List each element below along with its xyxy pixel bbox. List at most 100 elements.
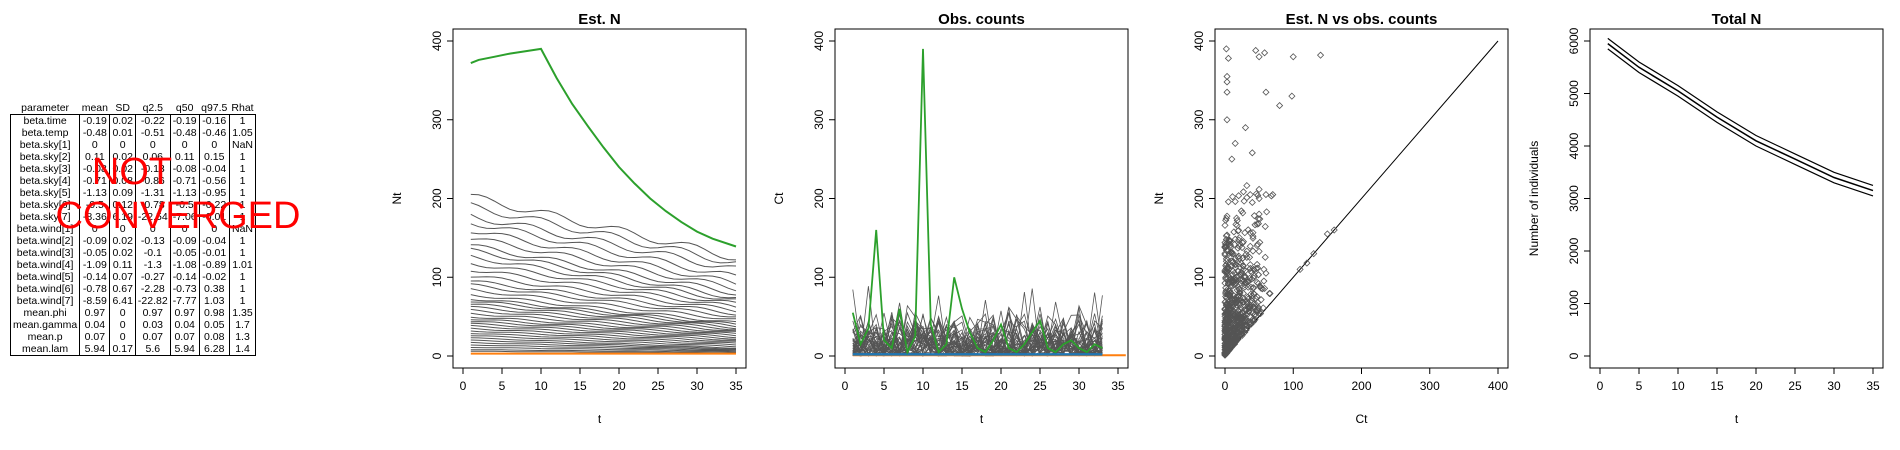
table-cell: 6.19 (109, 211, 136, 223)
grey-series-line (470, 254, 737, 300)
scatter-point (1263, 208, 1271, 216)
y-tick-label: 5000 (1567, 80, 1581, 107)
x-tick-label: 15 (573, 379, 587, 393)
scatter-point-outlier (1241, 124, 1250, 132)
table-cell: -0.08 (79, 163, 111, 175)
scatter-point (1254, 191, 1262, 199)
scatter-point (1235, 307, 1243, 315)
scatter-point (1221, 251, 1229, 259)
scatter-point (1242, 305, 1250, 313)
scatter-point-outlier (1248, 198, 1256, 207)
table-row: beta.time -0.19 0.02 -0.22 -0.19 -0.16 1 (9, 114, 257, 127)
scatter-point (1227, 319, 1235, 327)
grey-series-line (470, 344, 737, 351)
scatter-point (1241, 273, 1250, 281)
grey-series-line (470, 337, 737, 349)
table-cell: -0.04 (199, 163, 230, 175)
scatter-point (1260, 277, 1268, 285)
scatter-point (1266, 289, 1274, 298)
table-cell: 0.02 (109, 114, 136, 127)
y-tick-label: 0 (812, 352, 826, 359)
x-axis-label: t (598, 412, 602, 426)
x-tick-label: 10 (534, 379, 548, 393)
scatter-point (1244, 304, 1252, 312)
scatter-point-outlier (1262, 88, 1270, 96)
table-cell: -0.05 (79, 247, 111, 259)
grey-series-line (470, 213, 737, 268)
table-cell: 0 (135, 139, 171, 151)
scatter-point (1251, 221, 1259, 229)
table-header-cell: mean (81, 102, 108, 114)
x-tick-label: 0 (842, 379, 849, 393)
scatter-point (1248, 294, 1256, 302)
table-cell: beta.temp (9, 127, 81, 139)
table-cell: NaN (229, 223, 257, 235)
chart-panel-1: Est. N t Nt 0 5 10 15 20 25 30 35 0 100 200 300 400 (390, 11, 747, 426)
scatter-point (1239, 238, 1247, 246)
table-cell: 0.97 (135, 307, 171, 319)
table-row: beta.wind[5] -0.14 0.07 -0.27 -0.14 -0.02 1 (9, 271, 257, 283)
scatter-point (1222, 286, 1230, 295)
table-cell: -0.95 (199, 187, 230, 199)
y-tick-label: 300 (812, 109, 826, 129)
identity-line (1224, 40, 1499, 357)
plot-frame (834, 28, 1129, 369)
grey-series-line (470, 312, 737, 332)
grey-series-line (470, 276, 737, 313)
scatter-point (1221, 279, 1229, 287)
scatter-point (1226, 300, 1234, 308)
scatter-point (1221, 221, 1229, 229)
grey-series-line (470, 288, 736, 320)
table-cell: 0.08 (199, 331, 230, 343)
scatter-point (1241, 279, 1249, 287)
total-n-series-line (1607, 37, 1874, 186)
table-cell: 0 (199, 223, 230, 235)
scatter-point (1230, 240, 1239, 249)
x-tick-label: 20 (612, 379, 626, 393)
table-cell: -0.22 (199, 199, 230, 211)
y-tick-label: 400 (1192, 31, 1206, 51)
chart-title: Total N (1712, 11, 1762, 28)
y-tick-label: 300 (1192, 109, 1206, 129)
scatter-point (1246, 191, 1254, 199)
scatter-point (1233, 216, 1241, 225)
scatter-point (1237, 207, 1245, 215)
table-row: mean.gamma 0.04 0 0.03 0.04 0.05 1.7 (9, 319, 257, 331)
table-cell: 1 (229, 187, 257, 199)
scatter-point (1238, 321, 1246, 330)
scatter-point (1223, 268, 1231, 276)
scatter-point (1253, 260, 1261, 268)
scatter-point-outlier (1289, 53, 1297, 61)
table-row: mean.p 0.07 0 0.07 0.07 0.08 1.3 (9, 331, 257, 343)
scatter-point-outlier (1288, 92, 1296, 100)
chart-panel-2: Obs. counts t Ct 0 5 10 15 20 25 30 35 0 100 200 300 40… (772, 11, 1129, 426)
scatter-point (1228, 282, 1237, 290)
table-cell: 1 (229, 151, 257, 163)
scatter-point (1226, 273, 1234, 281)
table-cell: mean.lam (9, 343, 81, 356)
table-cell: beta.sky[6] (9, 199, 81, 211)
x-tick-label: 20 (994, 379, 1008, 393)
table-cell: 0 (109, 139, 136, 151)
scatter-point (1254, 307, 1263, 315)
x-tick-label: 10 (916, 379, 930, 393)
scatter-point (1262, 269, 1270, 277)
table-cell: beta.sky[1] (9, 139, 81, 151)
table-cell: -0.48 (79, 127, 111, 139)
scatter-point (1249, 317, 1257, 325)
x-tick-label: 5 (499, 379, 506, 393)
table-cell: 0.03 (135, 319, 171, 331)
scatter-point (1239, 262, 1247, 270)
scatter-point (1222, 346, 1230, 354)
table-cell: NaN (229, 139, 257, 151)
x-tick-label: 25 (651, 379, 665, 393)
table-cell: 1 (229, 199, 257, 211)
table-cell: 0.97 (79, 307, 111, 319)
scatter-point (1240, 197, 1248, 205)
y-tick-label: 100 (812, 267, 826, 287)
scatter-point (1226, 289, 1235, 297)
table-cell: -1.09 (79, 259, 111, 271)
table-cell: 0.05 (199, 319, 230, 331)
table-cell: 0.97 (170, 307, 200, 319)
